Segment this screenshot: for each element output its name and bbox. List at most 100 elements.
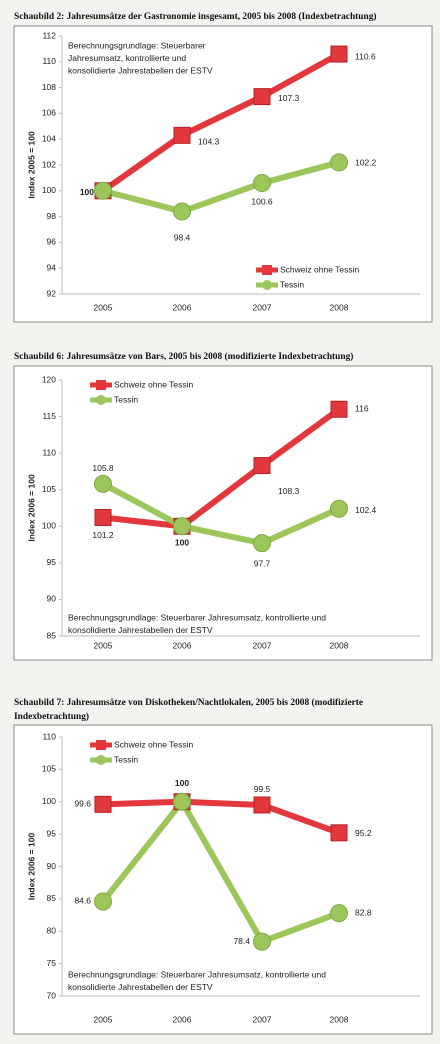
marker bbox=[330, 904, 348, 923]
value-label: 102.2 bbox=[355, 158, 377, 168]
marker bbox=[253, 796, 271, 814]
note: Jahresumsatz, kontrollierte und bbox=[68, 53, 186, 63]
series-line bbox=[102, 798, 341, 836]
marker bbox=[94, 181, 112, 200]
x-tick-label: 2006 bbox=[173, 640, 192, 650]
value-label: 99.5 bbox=[254, 784, 271, 794]
legend-label: Schweiz ohne Tessin bbox=[114, 379, 193, 389]
chart-title: Schaubild 7: Jahresumsätze von Diskothek… bbox=[14, 698, 364, 722]
value-label: 108.3 bbox=[278, 486, 300, 496]
y-tick-label: 92 bbox=[47, 288, 57, 298]
y-tick-label: 110 bbox=[42, 731, 56, 741]
legend-label: Schweiz ohne Tessin bbox=[280, 264, 359, 274]
value-label: 101.2 bbox=[92, 530, 114, 540]
x-tick-label: 2008 bbox=[330, 1014, 349, 1024]
y-tick-label: 105 bbox=[42, 764, 56, 774]
y-tick-label: 100 bbox=[42, 796, 56, 806]
marker bbox=[330, 45, 348, 63]
y-tick-label: 110 bbox=[42, 447, 56, 457]
y-tick-label: 100 bbox=[42, 521, 56, 531]
value-label: 110.6 bbox=[355, 51, 376, 61]
series-line bbox=[101, 51, 341, 194]
note: Berechnungsgrundlage: Steuerbarer Jahres… bbox=[68, 969, 326, 979]
marker bbox=[173, 202, 191, 221]
y-axis-label: Index 2005 = 100 bbox=[26, 131, 36, 199]
y-tick-label: 104 bbox=[42, 133, 56, 143]
y-tick-label: 85 bbox=[47, 630, 57, 640]
value-label: 95.2 bbox=[355, 828, 372, 838]
legend-label: Tessin bbox=[114, 394, 138, 404]
marker bbox=[330, 400, 348, 418]
value-label: 84.6 bbox=[74, 896, 91, 906]
y-tick-label: 96 bbox=[47, 237, 57, 247]
value-label: 105.8 bbox=[92, 463, 114, 473]
y-tick-label: 90 bbox=[47, 861, 57, 871]
marker bbox=[173, 517, 191, 536]
y-tick-label: 80 bbox=[47, 926, 57, 936]
legend-marker bbox=[96, 395, 106, 405]
legend-label: Tessin bbox=[280, 279, 304, 289]
x-tick-label: 2006 bbox=[173, 1014, 192, 1024]
y-tick-label: 108 bbox=[42, 82, 56, 92]
legend-marker bbox=[262, 265, 272, 275]
legend-marker bbox=[96, 740, 106, 750]
chart-frame bbox=[13, 25, 433, 323]
value-label: 100.6 bbox=[251, 196, 273, 206]
y-tick-label: 100 bbox=[42, 185, 56, 195]
x-tick-label: 2008 bbox=[330, 302, 349, 312]
marker bbox=[173, 792, 191, 811]
series-line bbox=[100, 798, 341, 945]
series-line bbox=[102, 406, 341, 530]
x-tick-label: 2006 bbox=[173, 302, 192, 312]
y-tick-label: 120 bbox=[42, 374, 56, 384]
chart-title: Schaubild 2: Jahresumsätze der Gastronom… bbox=[14, 12, 377, 22]
y-tick-label: 70 bbox=[47, 990, 57, 1000]
y-tick-label: 102 bbox=[42, 159, 56, 169]
value-label: 107.3 bbox=[278, 93, 300, 103]
note: konsolidierte Jahrestabellen der ESTV bbox=[68, 982, 213, 992]
marker bbox=[330, 153, 348, 172]
x-tick-label: 2005 bbox=[94, 302, 113, 312]
x-tick-label: 2007 bbox=[253, 640, 272, 650]
chart-frame bbox=[13, 365, 433, 661]
y-tick-label: 95 bbox=[47, 557, 57, 567]
y-tick-label: 94 bbox=[47, 262, 57, 272]
legend-marker bbox=[262, 280, 272, 290]
y-tick-label: 115 bbox=[42, 411, 56, 421]
x-tick-label: 2005 bbox=[94, 640, 113, 650]
value-label: 100 bbox=[175, 778, 189, 788]
value-label: 116 bbox=[355, 404, 369, 414]
value-label: 98.4 bbox=[174, 233, 191, 243]
x-tick-label: 2005 bbox=[94, 1014, 113, 1024]
value-label: 97.7 bbox=[254, 558, 271, 568]
y-tick-label: 105 bbox=[42, 484, 56, 494]
x-tick-label: 2007 bbox=[253, 1014, 272, 1024]
marker bbox=[94, 474, 112, 493]
marker bbox=[253, 534, 271, 553]
y-tick-label: 85 bbox=[47, 893, 57, 903]
x-tick-label: 2008 bbox=[330, 640, 349, 650]
y-axis-label: Index 2006 = 100 bbox=[26, 474, 36, 542]
marker bbox=[94, 892, 112, 911]
x-tick-label: 2007 bbox=[253, 302, 272, 312]
legend-label: Schweiz ohne Tessin bbox=[114, 739, 193, 749]
note: konsolidierte Jahrestabellen der ESTV bbox=[68, 625, 213, 635]
value-label: 100 bbox=[80, 187, 94, 197]
legend-marker bbox=[96, 755, 106, 765]
value-label: 99.6 bbox=[74, 799, 91, 809]
y-tick-label: 106 bbox=[42, 108, 56, 118]
y-tick-label: 75 bbox=[47, 958, 57, 968]
y-tick-label: 98 bbox=[47, 211, 57, 221]
value-label: 82.8 bbox=[355, 907, 372, 917]
y-axis-label: Index 2006 = 100 bbox=[26, 833, 36, 901]
value-label: 78.4 bbox=[233, 936, 250, 946]
y-tick-label: 112 bbox=[42, 30, 56, 40]
chart-frame bbox=[13, 724, 433, 1035]
marker bbox=[94, 509, 112, 527]
y-tick-label: 90 bbox=[47, 594, 57, 604]
legend-marker bbox=[96, 380, 106, 390]
value-label: 104.3 bbox=[198, 137, 220, 147]
marker bbox=[94, 795, 112, 813]
